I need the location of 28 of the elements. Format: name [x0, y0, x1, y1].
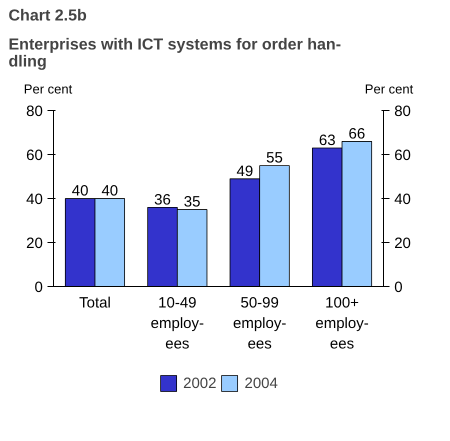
data-label: 40 [72, 182, 88, 200]
chart-title: Chart 2.5b [8, 8, 87, 24]
data-label: 35 [184, 194, 200, 211]
y-axis-title: Per cent [24, 82, 73, 97]
y-tick-label: 20 [26, 235, 43, 252]
data-label: 49 [236, 162, 254, 180]
legend-label: 2002 [183, 374, 216, 392]
y2-axis-title: Per cent [364, 82, 414, 97]
y2-tick-label: 80 [394, 103, 411, 120]
x-tick-label: 10-49 employ- ees [150, 294, 204, 352]
data-label: 63 [318, 132, 336, 150]
data-label: 36 [154, 191, 171, 208]
x-tick-label: Total [79, 294, 111, 312]
y-tick-label: 60 [26, 147, 43, 164]
y2-tick-label: 0 [394, 278, 403, 296]
y2-tick-label: 60 [394, 147, 411, 164]
data-label: 55 [266, 150, 283, 167]
data-label: 40 [101, 182, 118, 200]
x-tick-label: 50-99 employ- ees [233, 294, 286, 352]
x-tick-label: 100+ employ- ees [315, 294, 369, 352]
legend-label: 2004 [244, 374, 278, 392]
y-tick-label: 0 [34, 278, 43, 296]
data-label: 66 [348, 125, 366, 142]
y-tick-label: 80 [26, 103, 43, 120]
y2-tick-label: 20 [394, 235, 411, 252]
y2-tick-label: 40 [394, 191, 411, 208]
chart-subtitle: Enterprises with ICT systems for order han- dling [8, 36, 342, 70]
y-tick-label: 40 [26, 191, 43, 208]
